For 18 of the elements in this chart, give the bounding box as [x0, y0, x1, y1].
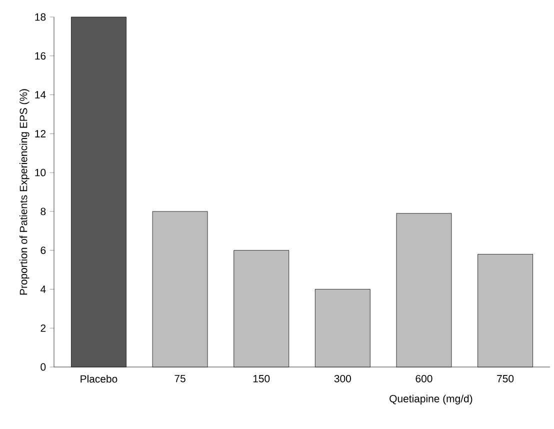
y-tick-label: 14: [35, 91, 46, 98]
x-axis-title: Quetiapine (mg/d): [390, 394, 472, 404]
x-tick-label: 750: [497, 374, 514, 382]
x-tick-label: 75: [174, 374, 186, 382]
y-tick-label: 16: [35, 52, 46, 60]
y-tick-label: 2: [40, 324, 46, 332]
y-tick-label: 10: [35, 168, 46, 176]
y-tick-label: 18: [35, 13, 46, 21]
x-tick-label: 600: [416, 374, 432, 382]
y-tick-label: 4: [40, 286, 46, 293]
y-tick-label: 0: [40, 363, 46, 371]
y-axis-title: Proportion of Patients Experiencing EPS (%): [20, 89, 30, 295]
x-tick-label: 300: [334, 374, 351, 382]
y-tick-label: 8: [40, 208, 46, 216]
y-tick-label: 6: [40, 246, 46, 254]
x-tick-label: 150: [253, 374, 270, 382]
y-tick-label: 12: [35, 130, 46, 138]
x-tick-label: Placebo: [80, 374, 118, 383]
